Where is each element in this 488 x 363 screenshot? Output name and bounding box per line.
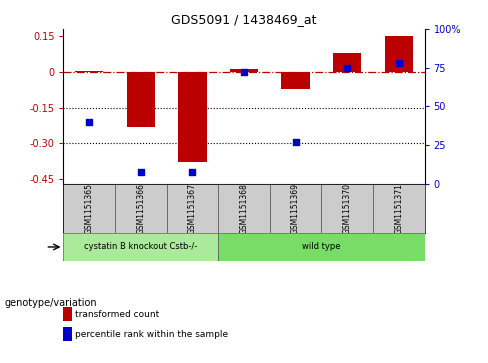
- Bar: [282, 72, 310, 89]
- Bar: [322, 184, 373, 233]
- Point: [188, 169, 196, 175]
- Point: [395, 60, 403, 66]
- Bar: [333, 53, 361, 72]
- Bar: [270, 184, 322, 233]
- Bar: [63, 233, 218, 261]
- Text: cystatin B knockout Cstb-/-: cystatin B knockout Cstb-/-: [84, 242, 198, 252]
- Text: wild type: wild type: [302, 242, 341, 252]
- Bar: [178, 72, 206, 163]
- Bar: [115, 184, 166, 233]
- Bar: [218, 233, 425, 261]
- Text: GSM1151370: GSM1151370: [343, 183, 352, 234]
- Bar: [166, 184, 218, 233]
- Bar: [63, 184, 115, 233]
- Text: GSM1151369: GSM1151369: [291, 183, 300, 234]
- Text: GSM1151368: GSM1151368: [240, 183, 248, 234]
- Point: [343, 65, 351, 71]
- Title: GDS5091 / 1438469_at: GDS5091 / 1438469_at: [171, 13, 317, 26]
- Text: percentile rank within the sample: percentile rank within the sample: [75, 330, 228, 339]
- Text: transformed count: transformed count: [75, 310, 160, 319]
- Bar: [127, 72, 155, 127]
- Point: [85, 119, 93, 125]
- Text: GSM1151366: GSM1151366: [136, 183, 145, 234]
- Point: [292, 139, 300, 145]
- Text: genotype/variation: genotype/variation: [5, 298, 98, 308]
- Text: GSM1151367: GSM1151367: [188, 183, 197, 234]
- Bar: [230, 69, 258, 72]
- Point: [137, 169, 145, 175]
- Point: [240, 69, 248, 75]
- Bar: [373, 184, 425, 233]
- Bar: [385, 36, 413, 72]
- Text: GSM1151371: GSM1151371: [394, 183, 403, 234]
- Bar: [218, 184, 270, 233]
- Text: GSM1151365: GSM1151365: [85, 183, 94, 234]
